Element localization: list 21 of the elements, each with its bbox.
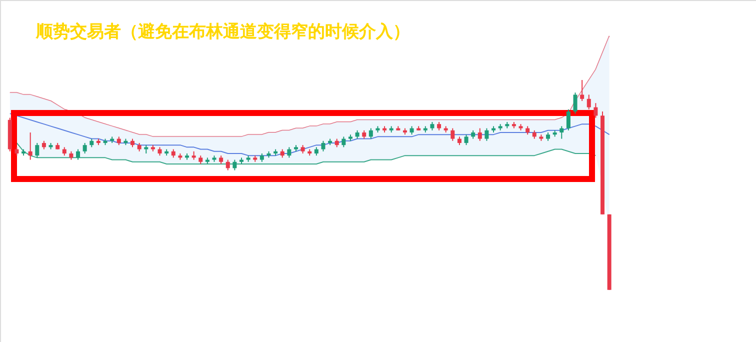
- candlestick: [586, 94, 591, 110]
- candlestick: [566, 108, 570, 131]
- candlestick: [35, 142, 40, 158]
- candlestick: [478, 128, 482, 142]
- candlestick: [464, 134, 468, 146]
- candlestick: [287, 146, 292, 158]
- candlestick: [232, 159, 237, 171]
- candlestick: [226, 159, 230, 171]
- candlestick: [484, 128, 489, 142]
- candlestick: [594, 102, 598, 118]
- candlestick: [342, 136, 346, 148]
- candlestick: [573, 92, 578, 114]
- chart-title: 顺势交易者（避免在布林通道变得窄的时候介入）: [35, 22, 410, 42]
- candlestick: [82, 142, 87, 154]
- candlestick: [580, 79, 584, 102]
- candlestick: [450, 128, 455, 142]
- candlestick: [28, 132, 32, 160]
- candlestick: [560, 126, 564, 140]
- candlestick: [76, 148, 80, 160]
- candlestick: [368, 128, 373, 140]
- candlestick: [321, 140, 326, 152]
